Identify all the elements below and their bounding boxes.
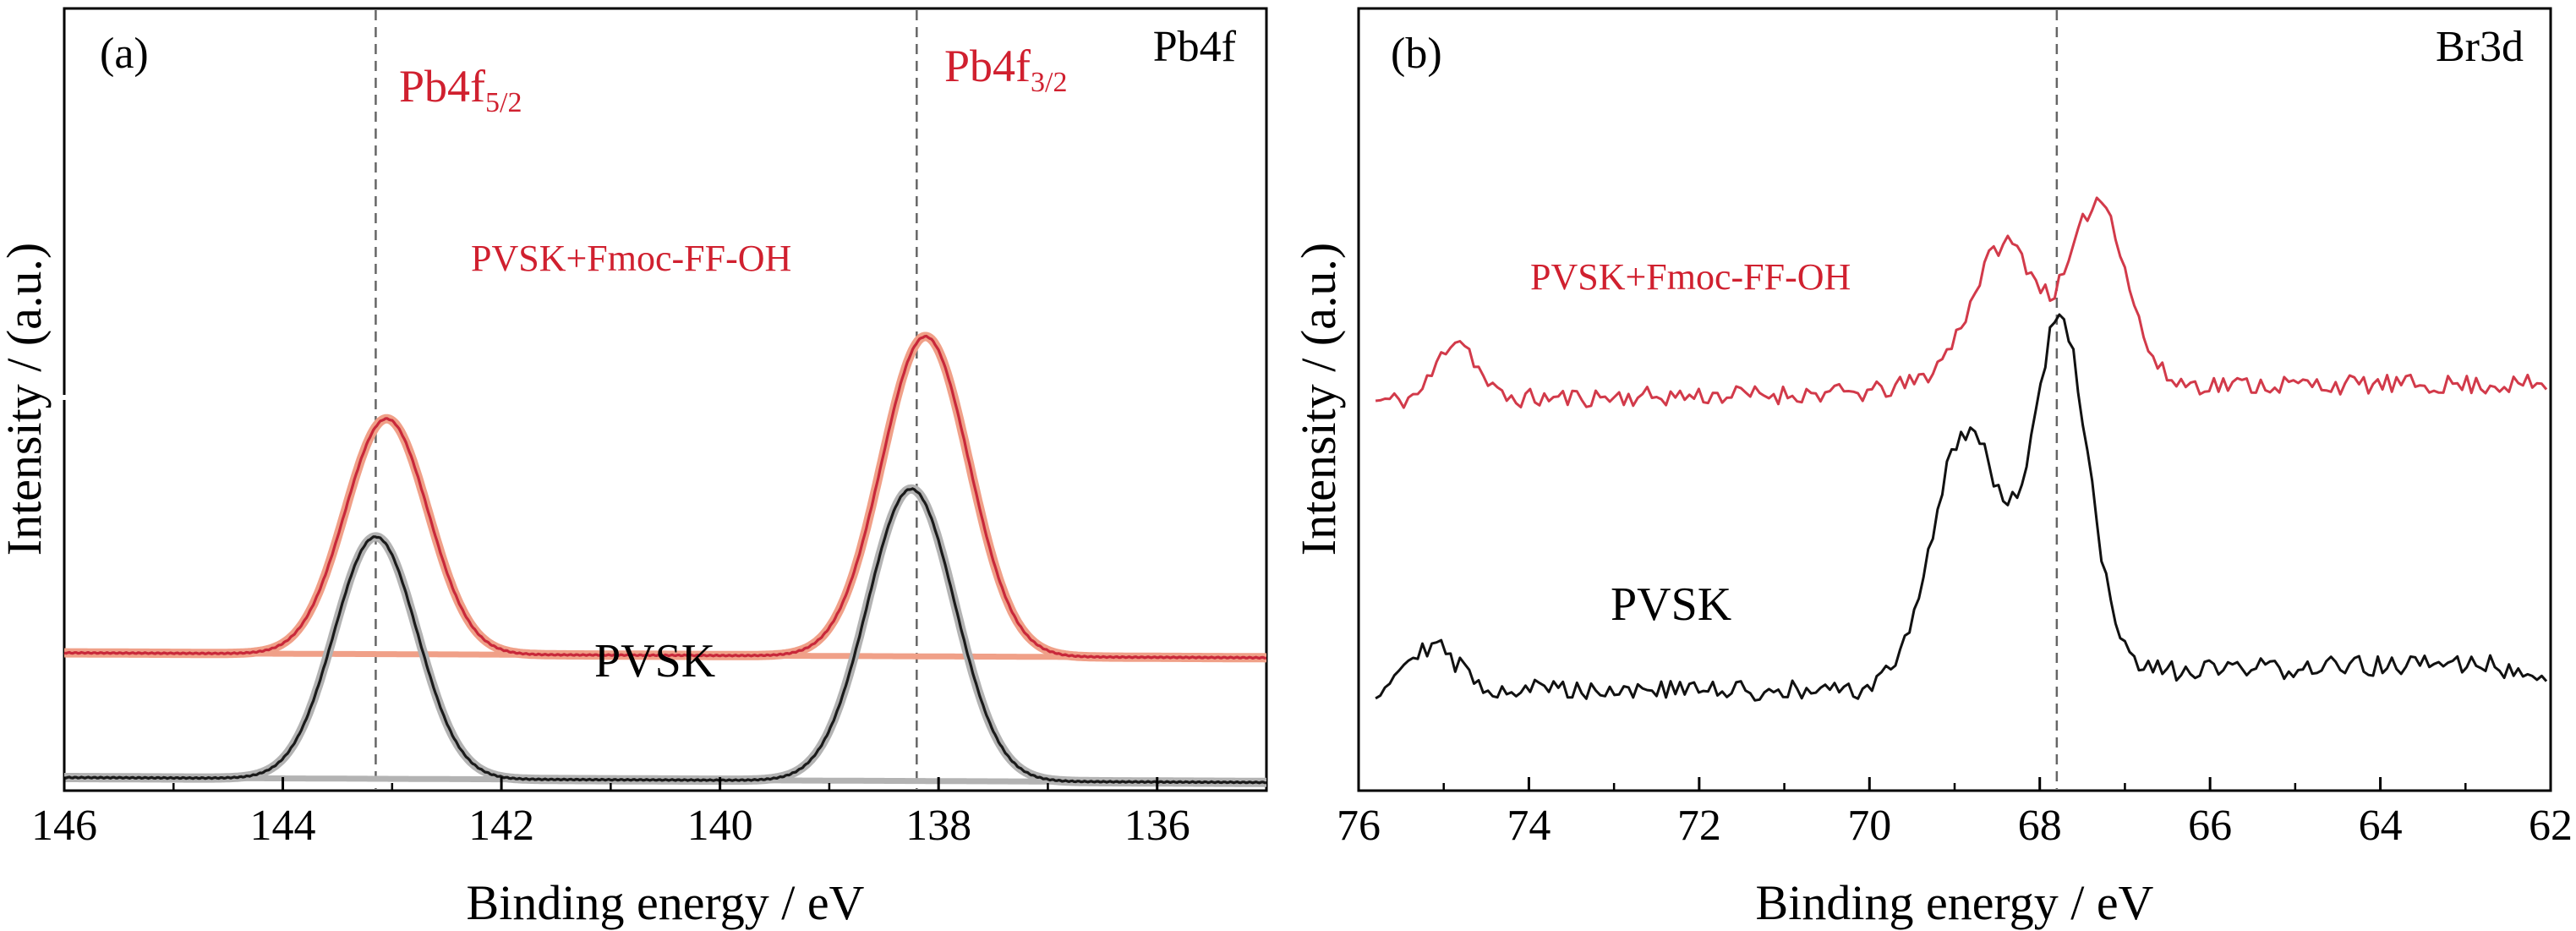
br3d-pvsk-data-line xyxy=(1375,313,2548,702)
corner-label-b: Br3d xyxy=(2436,23,2524,71)
x-ticks-b: 76 74 72 70 68 66 64 62 xyxy=(1337,777,2573,850)
pb4f-x-tick-label-2: 142 xyxy=(468,802,534,850)
plot-frame-b xyxy=(1357,7,2552,792)
br3d-x-tick-label-4: 68 xyxy=(2018,802,2062,850)
pb4f-modified-fit-line xyxy=(61,331,1270,663)
peak-label-pb4f-5-2: Pb4f5/2 xyxy=(399,61,522,118)
x-axis-title-b: Binding energy / eV xyxy=(1756,875,2154,930)
series-label-a-pvsk: PVSK xyxy=(594,635,715,687)
br3d-x-tick-label-5: 66 xyxy=(2188,802,2232,850)
br3d-x-tick-label-0: 76 xyxy=(1337,802,1381,850)
peak-label-pb4f-5-2-base: Pb4f xyxy=(399,61,485,112)
x-ticks-a: 146 144 142 140 138 136 xyxy=(31,777,1190,850)
pb4f-x-tick-label-5: 136 xyxy=(1124,802,1190,850)
panel-b-br3d: 76 74 72 70 68 66 64 62 (b) Br3d PVSK+Fmoc-FF-O… xyxy=(1291,7,2573,930)
br3d-x-tick-label-6: 64 xyxy=(2359,802,2403,850)
pb4f-modified-data-line xyxy=(63,334,1267,660)
panel-label-a: (a) xyxy=(100,30,149,78)
panel-label-b: (b) xyxy=(1391,30,1442,78)
series-label-a-modified: PVSK+Fmoc-FF-OH xyxy=(471,238,791,279)
peak-label-pb4f-3-2-base: Pb4f xyxy=(944,41,1031,91)
panel-a-pb4f: 146 144 142 140 138 136 (a) Pb4f Pb4f5/2 Pb4f… xyxy=(0,7,1270,930)
br3d-x-tick-label-3: 70 xyxy=(1847,802,1891,850)
peak-label-pb4f-3-2-sub: 3/2 xyxy=(1031,67,1067,98)
series-label-b-modified: PVSK+Fmoc-FF-OH xyxy=(1530,256,1851,298)
pb4f-x-tick-label-4: 138 xyxy=(905,802,971,850)
series-group-a xyxy=(61,331,1270,787)
corner-label-a: Pb4f xyxy=(1153,23,1237,71)
peak-label-pb4f-5-2-sub: 5/2 xyxy=(485,87,522,118)
br3d-x-tick-label-7: 62 xyxy=(2529,802,2573,850)
pb4f-pvsk-data-line xyxy=(63,487,1266,785)
y-axis-title-a: Intensity / (a.u.) xyxy=(0,243,52,556)
series-label-b-pvsk: PVSK xyxy=(1611,578,1731,631)
br3d-x-tick-label-2: 72 xyxy=(1677,802,1721,850)
y-axis-title-b: Intensity / (a.u.) xyxy=(1291,243,1346,556)
x-axis-title-a: Binding energy / eV xyxy=(467,875,865,930)
br3d-x-tick-label-1: 74 xyxy=(1507,802,1551,850)
pb4f-x-tick-label-1: 144 xyxy=(250,802,316,850)
pb4f-x-tick-label-3: 140 xyxy=(687,802,753,850)
peak-label-pb4f-3-2: Pb4f3/2 xyxy=(944,41,1067,98)
br3d-modified-data-line xyxy=(1375,196,2548,409)
pb4f-x-tick-label-0: 146 xyxy=(31,802,97,850)
series-group-b xyxy=(1375,196,2548,702)
